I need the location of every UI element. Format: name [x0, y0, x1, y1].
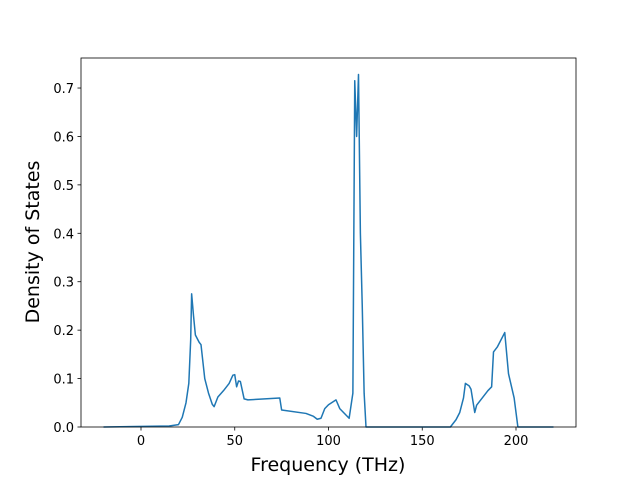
- y-tick-label: 0.2: [53, 324, 74, 339]
- y-tick-label: 0.5: [53, 179, 74, 194]
- x-tick-label: 100: [316, 434, 341, 449]
- y-tick-label: 0.6: [53, 130, 74, 145]
- y-axis-label: Density of States: [22, 161, 44, 324]
- y-tick-label: 0.4: [53, 227, 74, 242]
- y-tick-label: 0.7: [53, 82, 74, 97]
- y-tick-label: 0.1: [53, 373, 74, 388]
- data-line: [103, 73, 554, 428]
- y-tick-label: 0.3: [53, 276, 74, 291]
- y-tick-label: 0.0: [53, 421, 74, 436]
- x-tick-label: 150: [410, 434, 435, 449]
- x-tick-label: 50: [226, 434, 243, 449]
- plot-frame: [80, 57, 577, 428]
- x-tick-label: 200: [504, 434, 529, 449]
- x-axis-label: Frequency (THz): [251, 454, 406, 476]
- x-tick-label: 0: [137, 434, 145, 449]
